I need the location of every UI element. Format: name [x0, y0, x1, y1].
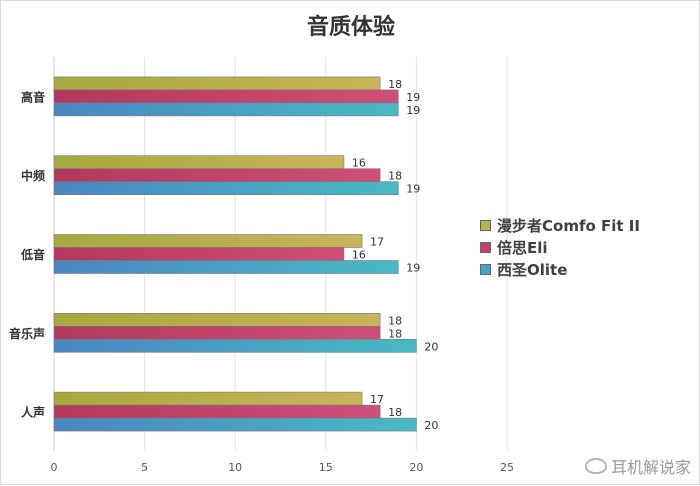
bar [53, 338, 417, 353]
bar [53, 168, 381, 182]
category-label: 音乐声 [9, 326, 45, 341]
data-label: 18 [388, 78, 402, 91]
legend-swatch [480, 219, 491, 231]
data-label: 20 [424, 340, 438, 353]
bar [53, 89, 399, 104]
chart-title: 音质体验 [306, 14, 395, 40]
watermark-text: 耳机解说家 [610, 458, 691, 477]
legend-item: 倍思Eli [480, 236, 640, 258]
x-tick-label: 0 [51, 461, 58, 474]
watermark: 耳机解说家 [584, 454, 691, 478]
data-label: 16 [352, 249, 366, 262]
data-label: 18 [388, 327, 402, 340]
x-tick-label: 20 [409, 461, 423, 474]
category-label: 人声 [21, 405, 45, 420]
x-tick-label: 5 [141, 461, 148, 474]
legend-swatch [480, 263, 491, 275]
data-label: 19 [406, 91, 420, 104]
bar [53, 76, 381, 91]
category-label: 中频 [21, 168, 45, 183]
bar [53, 102, 399, 117]
data-label: 19 [406, 104, 420, 117]
legend: 漫步者Comfo Fit II 倍思Eli 西圣Olite [480, 214, 640, 280]
data-label: 19 [406, 183, 420, 196]
data-label: 17 [370, 393, 384, 406]
legend-label: 漫步者Comfo Fit II [497, 216, 640, 235]
data-label: 18 [388, 314, 402, 327]
legend-item: 漫步者Comfo Fit II [480, 214, 640, 236]
weibo-icon [584, 458, 607, 474]
bar [53, 417, 417, 432]
bar [53, 404, 381, 419]
data-label: 19 [406, 262, 420, 275]
data-label: 20 [424, 419, 438, 432]
category-label: 高音 [21, 89, 45, 104]
data-label: 16 [352, 157, 366, 170]
bar [53, 312, 381, 327]
x-tick-label: 15 [319, 461, 333, 474]
data-label: 18 [388, 406, 402, 419]
bar [53, 181, 399, 195]
bar [53, 155, 345, 169]
data-label: 17 [370, 236, 384, 249]
category-label: 低音 [20, 247, 45, 262]
legend-swatch [480, 241, 491, 253]
x-tick-label: 25 [500, 461, 514, 474]
bar [53, 391, 363, 406]
bar [53, 325, 381, 340]
x-tick-label: 10 [228, 461, 242, 474]
data-label: 18 [388, 170, 402, 183]
bar [53, 260, 399, 274]
bar [53, 247, 345, 261]
bar [53, 234, 363, 248]
legend-label: 倍思Eli [497, 238, 548, 257]
legend-item: 西圣Olite [480, 258, 640, 280]
legend-label: 西圣Olite [497, 260, 568, 279]
